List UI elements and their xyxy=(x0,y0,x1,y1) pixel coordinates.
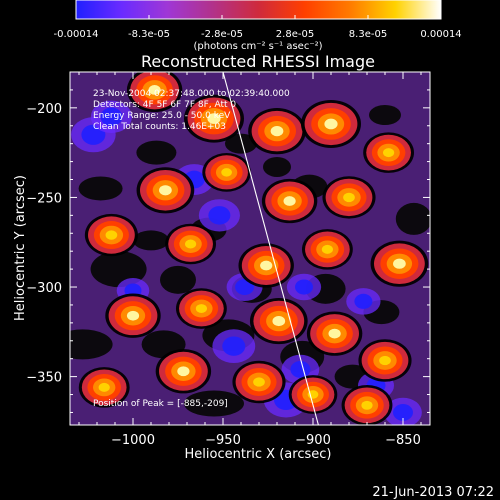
heatmap-cool-spot xyxy=(208,206,231,225)
heatmap-cool-spot xyxy=(290,361,311,378)
y-axis: −200 −250 −300 −350 xyxy=(26,89,430,413)
heatmap-dark-contour xyxy=(70,329,113,360)
observation-annotation-line: Clean Total counts: 1.46E+03 xyxy=(93,122,226,132)
heatmap-hot-spot xyxy=(321,244,333,254)
x-tick-label: −950 xyxy=(205,433,241,448)
heatmap-dark-contour xyxy=(395,202,430,235)
y-tick-label: −250 xyxy=(26,191,62,206)
observation-annotation-line: Detectors: 4F 5F 6F 7F 8F, Att 0 xyxy=(93,100,236,110)
y-tick-label: −200 xyxy=(26,102,62,117)
colorbar-tick-label: -8.3e-05 xyxy=(128,29,170,40)
heatmap-cool-spot xyxy=(295,279,313,295)
heatmap-hot-spot xyxy=(270,126,284,137)
heatmap-hot-spot xyxy=(221,168,232,177)
plot-area: 23-Nov-2004 02:37:48.000 to 02:39:40.000… xyxy=(70,72,430,425)
heatmap-hot-spot xyxy=(379,355,391,366)
observation-annotation-line: 23-Nov-2004 02:37:48.000 to 02:39:40.000 xyxy=(93,89,290,99)
heatmap-cool-spot xyxy=(100,107,123,127)
heatmap-cool-spot xyxy=(393,404,413,421)
footer-timestamp: 21-Jun-2013 07:22 xyxy=(372,485,494,500)
heatmap-hot-spot xyxy=(148,85,161,95)
colorbar-tick-label: -2.8e-05 xyxy=(201,29,243,40)
heatmap-dark-contour xyxy=(184,390,244,417)
heatmap-hot-spot xyxy=(105,230,118,240)
heatmap-dark-contour xyxy=(133,230,169,251)
heatmap-hot-spot xyxy=(185,239,197,249)
heatmap-dark-contour xyxy=(263,156,291,177)
heatmap-dark-contour xyxy=(225,133,257,154)
heatmap-hot-spot xyxy=(328,328,341,339)
heatmap-dark-contour xyxy=(78,176,123,201)
heatmap-hot-spot xyxy=(260,260,273,271)
colorbar-unit-label: (photons cm⁻² s⁻¹ asec⁻²) xyxy=(193,41,322,52)
heatmap-hot-spot xyxy=(361,400,373,410)
colorbar-strip xyxy=(75,0,442,20)
x-tick-label: −850 xyxy=(385,433,421,448)
heatmap-hot-spot xyxy=(159,185,172,196)
heatmap-hot-spot xyxy=(393,258,406,269)
heatmap-hot-spot xyxy=(283,196,296,206)
heatmap-hot-spot xyxy=(126,310,140,321)
y-tick-label: −300 xyxy=(26,281,62,296)
y-tick-label: −350 xyxy=(26,371,62,386)
heat-field xyxy=(70,72,430,425)
heatmap-hot-spot xyxy=(383,148,395,158)
observation-annotation-line: Energy Range: 25.0 - 50.0 keV xyxy=(93,111,231,121)
colorbar-tick-label: 0.00014 xyxy=(420,29,461,40)
heatmap-hot-spot xyxy=(98,382,110,392)
heatmap-hot-spot xyxy=(253,377,265,387)
x-tick-label: −1000 xyxy=(111,433,155,448)
peak-position-annotation: Position of Peak = [-885,-209] xyxy=(93,399,228,409)
heatmap-hot-spot xyxy=(177,366,190,377)
y-axis-label: Heliocentric Y (arcsec) xyxy=(13,175,28,321)
x-axis-label: Heliocentric X (arcsec) xyxy=(185,447,332,462)
solar-limb-line xyxy=(222,72,319,425)
heatmap-dark-contour xyxy=(160,265,196,294)
colorbar-tick-label: 8.3e-05 xyxy=(349,29,387,40)
heatmap-cool-spot xyxy=(354,293,373,309)
x-tick-label: −900 xyxy=(295,433,331,448)
heatmap-dark-contour xyxy=(136,140,177,165)
annotation-block: 23-Nov-2004 02:37:48.000 to 02:39:40.000… xyxy=(93,89,290,409)
heatmap-hot-spot xyxy=(324,118,338,130)
heatmap-hot-spot xyxy=(207,113,221,124)
x-axis: −1000 −950 −900 −850 xyxy=(78,72,422,448)
heatmap-hot-spot xyxy=(343,192,355,203)
heatmap-dark-contour xyxy=(369,105,401,126)
heatmap-hot-spot xyxy=(272,315,286,327)
heatmap-cool-spot xyxy=(222,336,246,356)
colorbar-tick-label: -0.00014 xyxy=(54,29,99,40)
colorbar-ticks: -0.00014 -8.3e-05 -2.8e-05 2.8e-05 8.3e-05 0.… xyxy=(54,15,462,40)
plot-frame xyxy=(69,71,431,426)
heatmap-hot-spot xyxy=(195,304,207,313)
chart-title: Reconstructed RHESSI Image xyxy=(141,52,375,71)
colorbar-tick-label: 2.8e-05 xyxy=(276,29,314,40)
